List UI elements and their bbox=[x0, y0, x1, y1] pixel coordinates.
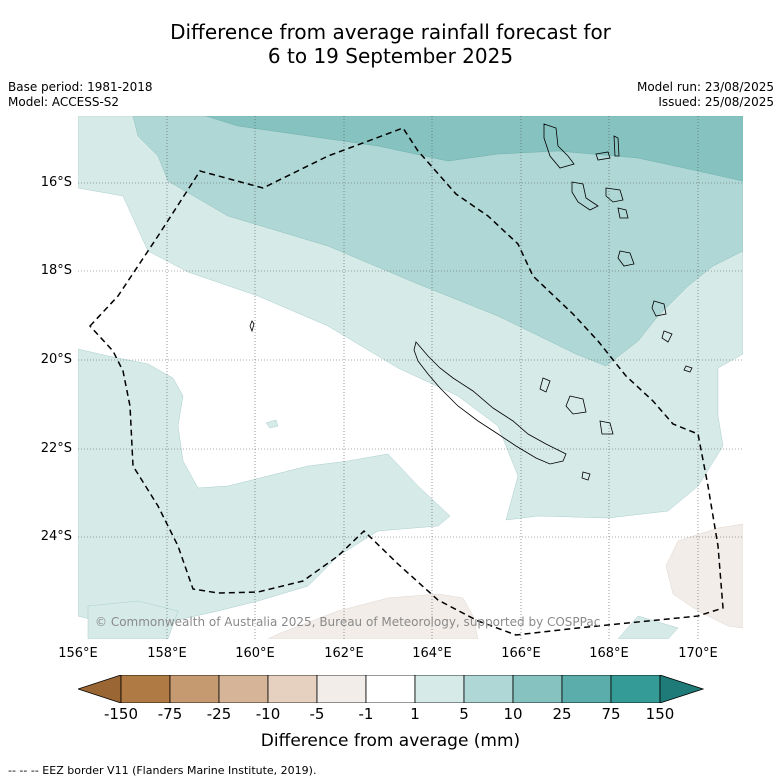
cbar-label-3: -10 bbox=[255, 705, 281, 723]
eez-legend-footer: -- -- -- EEZ border V11 (Flanders Marine… bbox=[8, 764, 317, 777]
lon-label-158: 158°E bbox=[147, 646, 187, 661]
dry-region-south bbox=[267, 593, 479, 639]
coastlines bbox=[249, 123, 693, 481]
cbar-label-6: 1 bbox=[410, 705, 420, 723]
vanuatu-aneityum bbox=[651, 300, 667, 317]
rainfall-anomaly-map bbox=[78, 116, 743, 639]
lat-label-20s: 20°S bbox=[40, 352, 72, 367]
lon-label-166: 166°E bbox=[501, 646, 541, 661]
colorbar-segment-3 bbox=[218, 675, 269, 703]
copyright-notice: © Commonwealth of Australia 2025, Bureau… bbox=[95, 615, 601, 629]
colorbar-title: Difference from average (mm) bbox=[260, 731, 521, 751]
cbar-label-5: -1 bbox=[358, 705, 374, 723]
colorbar-extend-low bbox=[78, 675, 122, 703]
cbar-label-1: -75 bbox=[157, 705, 183, 723]
colorbar-extend-high bbox=[659, 675, 704, 703]
lat-label-16s: 16°S bbox=[40, 175, 72, 190]
base-period: Base period: 1981-2018 bbox=[8, 80, 153, 94]
lon-label-170: 170°E bbox=[678, 646, 718, 661]
issued-date: Issued: 25/08/2025 bbox=[658, 95, 774, 109]
cbar-label-7: 5 bbox=[459, 705, 469, 723]
colorbar bbox=[78, 675, 704, 703]
colorbar-segment-9 bbox=[512, 675, 563, 703]
lon-label-162: 162°E bbox=[324, 646, 364, 661]
title-line-1: Difference from average rainfall forecas… bbox=[170, 20, 611, 44]
new-caledonia-coast bbox=[413, 341, 567, 465]
island-east-1 bbox=[661, 330, 673, 343]
loyalty-islands-mare bbox=[599, 420, 614, 435]
colorbar-segment-2 bbox=[169, 675, 220, 703]
vanuatu-ambae bbox=[595, 151, 611, 161]
model-name: Model: ACCESS-S2 bbox=[8, 95, 120, 109]
colorbar-segment-11 bbox=[610, 675, 661, 703]
dry-region-southeast bbox=[665, 523, 743, 629]
cbar-label-11: 150 bbox=[645, 705, 675, 723]
vanuatu-tanna bbox=[617, 250, 635, 267]
isle-of-pines bbox=[581, 471, 591, 481]
colorbar-segment-8 bbox=[463, 675, 514, 703]
colorbar-segment-1 bbox=[120, 675, 171, 703]
lat-label-24s: 24°S bbox=[40, 529, 72, 544]
island-central-1 bbox=[249, 320, 255, 333]
lon-label-164: 164°E bbox=[412, 646, 452, 661]
meta-right: Model run: 23/08/2025 Issued: 25/08/2025 bbox=[637, 80, 774, 110]
map-title: Difference from average rainfall forecas… bbox=[0, 20, 781, 68]
graticule bbox=[78, 116, 743, 639]
island-east-2 bbox=[683, 365, 693, 373]
vanuatu-espiritu-santo bbox=[543, 123, 575, 169]
lat-label-22s: 22°S bbox=[40, 441, 72, 456]
wet-region-1-5-blob bbox=[265, 419, 279, 429]
lon-label-160: 160°E bbox=[235, 646, 275, 661]
cbar-label-10: 75 bbox=[601, 705, 621, 723]
colorbar-segment-4 bbox=[267, 675, 318, 703]
eez-border bbox=[88, 127, 724, 636]
colorbar-segment-10 bbox=[561, 675, 612, 703]
cbar-label-0: -150 bbox=[103, 705, 139, 723]
title-line-2: 6 to 19 September 2025 bbox=[267, 44, 514, 68]
colorbar-segment-6 bbox=[365, 675, 416, 703]
cbar-label-4: -5 bbox=[309, 705, 325, 723]
cbar-label-8: 10 bbox=[503, 705, 523, 723]
lon-label-156: 156°E bbox=[58, 646, 98, 661]
wet-region-5-10 bbox=[132, 116, 743, 367]
cbar-label-9: 25 bbox=[552, 705, 572, 723]
vanuatu-efate bbox=[605, 187, 624, 203]
wet-region-1-5-south bbox=[87, 600, 179, 639]
meta-left: Base period: 1981-2018 Model: ACCESS-S2 bbox=[8, 80, 153, 110]
vanuatu-pentecost bbox=[613, 135, 620, 157]
cbar-label-2: -25 bbox=[206, 705, 232, 723]
colorbar-segment-5 bbox=[316, 675, 367, 703]
loyalty-islands-lifou bbox=[565, 395, 587, 415]
vanuatu-erromango bbox=[617, 207, 629, 219]
wet-region-10-25 bbox=[205, 116, 743, 182]
wet-region-1-5-southwest bbox=[78, 348, 451, 622]
wet-region-1-5-southeast bbox=[617, 615, 679, 639]
colorbar-segments bbox=[78, 675, 704, 703]
lon-label-168: 168°E bbox=[589, 646, 629, 661]
model-run: Model run: 23/08/2025 bbox=[636, 80, 774, 94]
loyalty-islands-ouvea bbox=[539, 377, 551, 393]
vanuatu-malekula bbox=[571, 181, 599, 211]
lat-label-18s: 18°S bbox=[40, 263, 72, 278]
colorbar-segment-7 bbox=[414, 675, 465, 703]
